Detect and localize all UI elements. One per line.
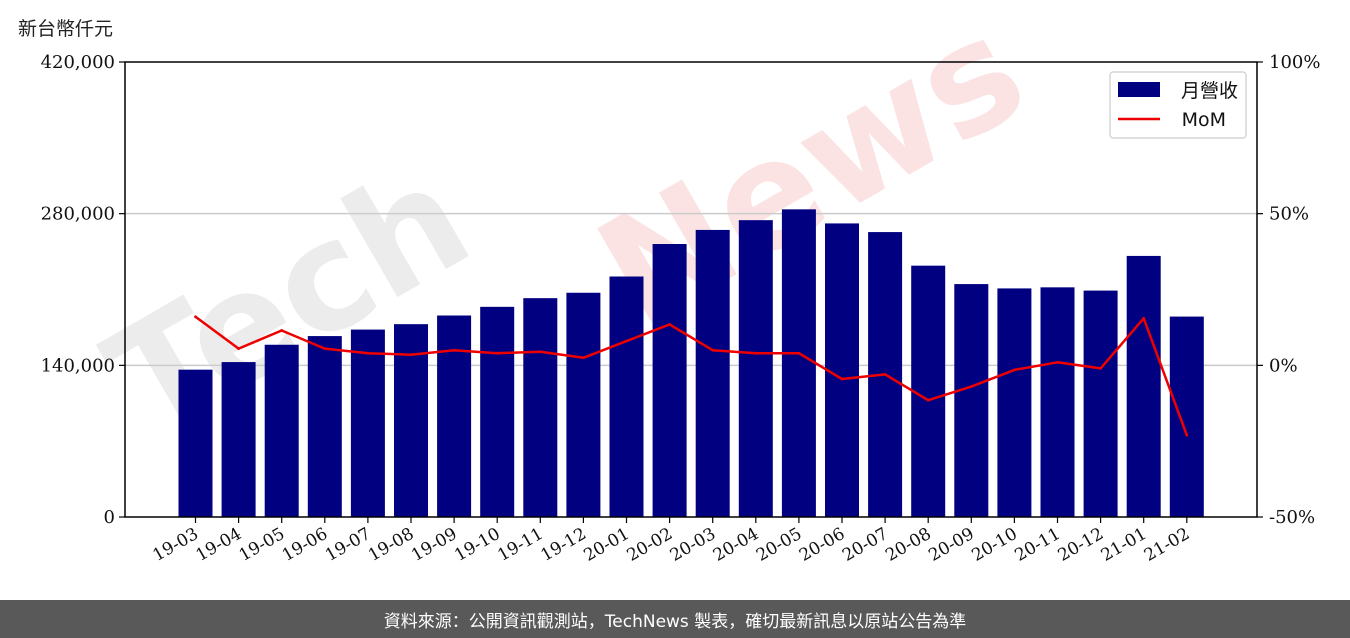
x-tick-label: 21-01 — [1098, 524, 1150, 566]
x-tick-label: 20-06 — [796, 524, 848, 566]
x-tick-label: 19-06 — [279, 524, 331, 566]
x-tick-label: 20-07 — [839, 524, 891, 566]
bar-19-09 — [437, 315, 472, 517]
x-tick-label: 20-10 — [968, 524, 1020, 566]
x-tick-label: 20-04 — [710, 524, 762, 566]
mom-point-20-02 — [668, 322, 671, 326]
legend-label-revenue: 月營收 — [1181, 80, 1238, 102]
x-tick-label: 20-11 — [1012, 524, 1064, 566]
left-tick-label: 280,000 — [41, 204, 115, 225]
left-tick-label: 0 — [104, 507, 115, 528]
right-tick-label: 100% — [1269, 52, 1320, 73]
x-tick-label: 20-02 — [624, 524, 676, 566]
x-tick-label: 19-12 — [537, 524, 589, 566]
source-footer: 資料來源：公開資訊觀測站，TechNews 製表，確切最新訊息以原站公告為準 — [0, 600, 1350, 638]
left-axis-ticks: 0 140,000 280,000 420,000 — [41, 52, 125, 528]
legend-swatch-bar — [1118, 82, 1160, 97]
bar-21-02 — [1169, 316, 1204, 517]
bar-19-11 — [523, 298, 558, 517]
x-tick-label: 20-08 — [882, 524, 934, 566]
mom-point-21-01 — [1142, 316, 1146, 320]
bar-20-11 — [1040, 287, 1075, 517]
x-tick-label: 20-01 — [581, 524, 633, 566]
mom-point-20-11 — [1056, 360, 1059, 364]
bar-19-05 — [264, 344, 299, 517]
mom-point-20-01 — [625, 339, 628, 343]
mom-point-19-12 — [582, 356, 585, 360]
y-axis-unit-label: 新台幣仟元 — [18, 18, 114, 40]
mom-point-19-11 — [538, 350, 542, 354]
mom-point-19-08 — [409, 353, 413, 357]
bar-19-08 — [394, 324, 428, 517]
x-tick-label: 19-09 — [408, 524, 460, 566]
mom-point-19-03 — [194, 315, 197, 319]
bar-20-09 — [954, 284, 989, 517]
mom-point-19-09 — [452, 348, 456, 352]
bar-21-01 — [1126, 255, 1161, 517]
bar-19-04 — [221, 362, 256, 517]
mom-point-19-06 — [323, 347, 327, 351]
mom-point-20-09 — [969, 385, 973, 388]
mom-line — [194, 315, 1188, 436]
x-axis-ticks: 19-0319-0419-0519-0619-0719-0819-0919-10… — [150, 517, 1193, 566]
mom-point-20-05 — [797, 351, 801, 355]
footer-text: 資料來源：公開資訊觀測站，TechNews 製表，確切最新訊息以原站公告為準 — [383, 611, 967, 632]
right-tick-label: 0% — [1269, 355, 1298, 376]
mom-point-20-08 — [926, 398, 930, 402]
right-tick-label: 50% — [1269, 204, 1309, 225]
mom-point-19-05 — [280, 329, 284, 332]
x-tick-label: 19-07 — [322, 524, 374, 566]
x-tick-label: 19-03 — [150, 524, 202, 566]
bar-20-03 — [695, 229, 730, 517]
mom-point-19-04 — [237, 347, 241, 351]
bar-20-06 — [825, 223, 859, 517]
bar-series-monthly-revenue — [178, 209, 1204, 518]
bar-19-12 — [566, 292, 601, 517]
bar-20-08 — [911, 265, 946, 517]
x-tick-label: 20-12 — [1055, 524, 1107, 566]
x-tick-label: 19-05 — [236, 524, 288, 566]
plot-frame — [124, 61, 1258, 518]
bar-19-10 — [480, 306, 515, 517]
line-series-mom — [194, 315, 1189, 437]
x-tick-label: 19-04 — [193, 524, 245, 566]
bar-19-07 — [350, 329, 385, 517]
bar-20-04 — [738, 220, 773, 517]
bar-19-06 — [307, 336, 342, 517]
bar-20-01 — [609, 276, 644, 517]
x-tick-label: 19-11 — [494, 524, 546, 566]
bar-20-12 — [1083, 290, 1118, 517]
bar-20-05 — [781, 209, 816, 518]
mom-point-20-10 — [1013, 368, 1016, 372]
legend-label-mom: MoM — [1182, 109, 1226, 131]
left-tick-label: 140,000 — [41, 355, 115, 376]
mom-point-20-07 — [883, 373, 887, 376]
right-tick-label: -50% — [1269, 507, 1315, 528]
mom-point-20-04 — [754, 351, 758, 355]
x-tick-label: 20-09 — [925, 524, 977, 566]
x-tick-label: 20-05 — [753, 524, 805, 566]
mom-point-20-06 — [840, 377, 844, 381]
axes — [124, 61, 1258, 518]
legend: 月營收 MoM — [1109, 71, 1247, 139]
right-axis-ticks: -50% 0% 50% 100% — [1257, 52, 1320, 528]
bar-20-02 — [652, 244, 687, 517]
left-tick-label: 420,000 — [41, 52, 115, 73]
mom-point-20-12 — [1099, 366, 1102, 370]
x-tick-label: 20-03 — [667, 524, 719, 566]
x-tick-label: 21-02 — [1141, 524, 1193, 566]
bar-19-03 — [178, 369, 213, 517]
mom-point-19-10 — [495, 351, 499, 355]
mom-point-21-02 — [1185, 433, 1189, 437]
x-tick-label: 19-10 — [451, 524, 503, 566]
mom-point-19-07 — [366, 351, 370, 355]
bar-20-10 — [997, 288, 1032, 517]
x-tick-label: 19-08 — [365, 524, 417, 566]
mom-point-20-03 — [711, 348, 715, 352]
